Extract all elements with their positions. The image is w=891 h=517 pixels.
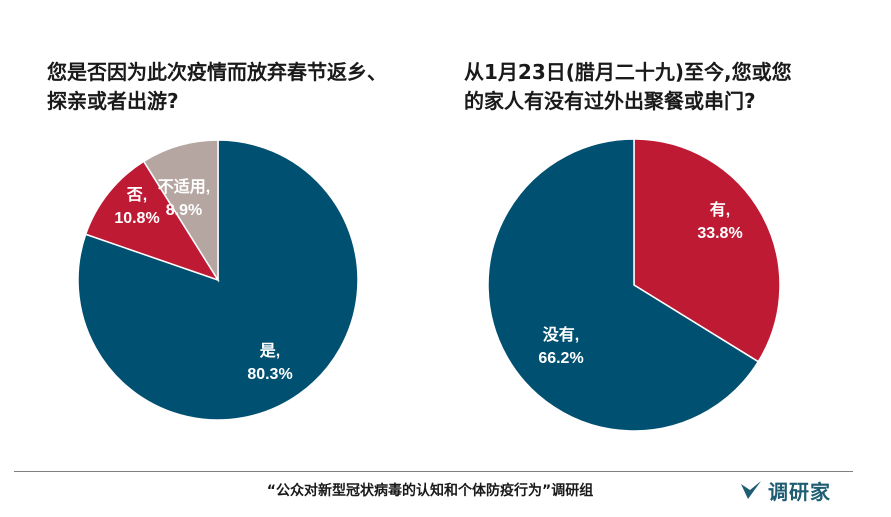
chart-title-line: 探亲或者出游? — [47, 89, 179, 113]
chart-title-line: 从1月23日(腊月二十九)至今,您或您 — [464, 60, 792, 84]
chart-title-left: 您是否因为此次疫情而放弃春节返乡、 探亲或者出游? — [47, 58, 387, 116]
left-pie-slice-label-0: 是, 80.3% — [247, 342, 292, 383]
right-pie-slice-1 — [487, 138, 760, 432]
pie-chart-right: 有, 33.8% 没有, 66.2% — [487, 138, 781, 432]
right-pie-slice-label-1: 没有, 66.2% — [538, 325, 583, 367]
left-pie-slice-label-2: 不适用, 8.9% — [158, 178, 210, 219]
footer-divider — [14, 471, 853, 472]
chart-title-right: 从1月23日(腊月二十九)至今,您或您 的家人有没有过外出聚餐或串门? — [464, 58, 792, 116]
left-pie-slice-label-1: 否, 10.8% — [114, 186, 159, 227]
pie-chart-left: 是, 80.3% 否, 10.8%不适用, 8.9% — [77, 139, 359, 421]
right-pie-slice-label-0: 有, 33.8% — [697, 200, 742, 242]
right-pie-slice-0 — [633, 138, 781, 363]
left-pie-slice-2 — [142, 139, 219, 283]
brand-logo-icon — [741, 481, 761, 499]
footer-source: “公众对新型冠状病毒的认知和个体防疫行为”调研组 — [266, 483, 594, 499]
left-pie-slice-1 — [84, 160, 220, 282]
brand-name: 调研家 — [768, 479, 831, 504]
chart-title-line: 您是否因为此次疫情而放弃春节返乡、 — [47, 60, 387, 84]
brand: 调研家 — [738, 476, 831, 504]
chart-title-line: 的家人有没有过外出聚餐或串门? — [464, 89, 756, 113]
